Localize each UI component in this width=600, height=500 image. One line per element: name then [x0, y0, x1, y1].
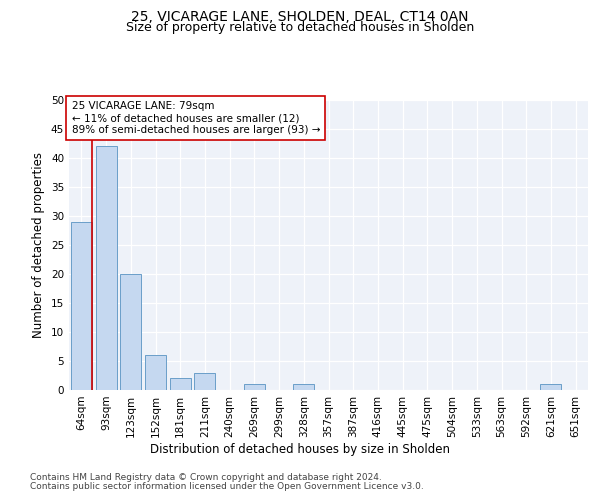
- Text: Contains HM Land Registry data © Crown copyright and database right 2024.: Contains HM Land Registry data © Crown c…: [30, 472, 382, 482]
- Y-axis label: Number of detached properties: Number of detached properties: [32, 152, 46, 338]
- Bar: [71, 222, 92, 390]
- Bar: [293, 384, 314, 390]
- Bar: [244, 384, 265, 390]
- Bar: [95, 146, 116, 390]
- Text: Size of property relative to detached houses in Sholden: Size of property relative to detached ho…: [126, 21, 474, 34]
- Text: 25, VICARAGE LANE, SHOLDEN, DEAL, CT14 0AN: 25, VICARAGE LANE, SHOLDEN, DEAL, CT14 0…: [131, 10, 469, 24]
- Bar: [120, 274, 141, 390]
- Bar: [541, 384, 562, 390]
- Text: Distribution of detached houses by size in Sholden: Distribution of detached houses by size …: [150, 442, 450, 456]
- Text: Contains public sector information licensed under the Open Government Licence v3: Contains public sector information licen…: [30, 482, 424, 491]
- Bar: [194, 372, 215, 390]
- Bar: [170, 378, 191, 390]
- Text: 25 VICARAGE LANE: 79sqm
← 11% of detached houses are smaller (12)
89% of semi-de: 25 VICARAGE LANE: 79sqm ← 11% of detache…: [71, 102, 320, 134]
- Bar: [145, 355, 166, 390]
